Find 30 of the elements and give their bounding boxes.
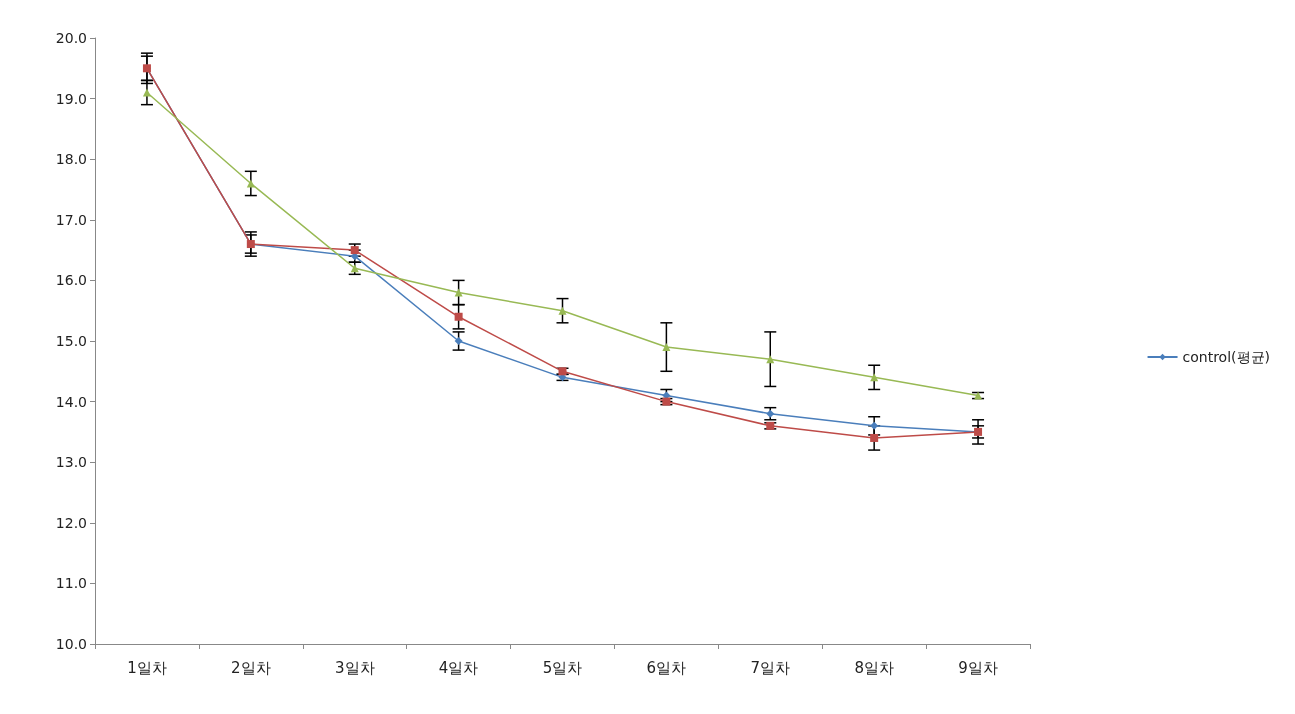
y-tick-label: 10.0	[55, 636, 87, 652]
y-tick-label: 16.0	[55, 272, 87, 289]
point	[662, 343, 671, 352]
x-tick-label: 9일차	[958, 658, 998, 677]
y-tick-label: 13.0	[55, 454, 87, 471]
y-tick-label: 12.0	[55, 514, 87, 531]
x-tick-label: 8일차	[854, 658, 894, 677]
y-tick-label: 19.0	[55, 90, 87, 107]
y-tick-label: 20.0	[55, 30, 87, 46]
point	[870, 421, 879, 430]
y-tick-label: 15.0	[55, 333, 87, 349]
point	[558, 306, 567, 315]
x-tick-label: 1일차	[127, 658, 167, 677]
x-tick-label: 4일차	[438, 658, 479, 677]
y-tick-label: 14.0	[55, 393, 87, 410]
point	[870, 433, 879, 442]
x-tick-label: 6일차	[646, 658, 687, 677]
point	[142, 88, 151, 97]
y-tick-label: 11.0	[55, 575, 87, 592]
x-tick-label: 5일차	[542, 658, 583, 677]
y-tick-label: 18.0	[55, 151, 87, 168]
point	[454, 288, 463, 297]
x-tick-label: 2일차	[231, 658, 271, 677]
x-tick-label: 3일차	[334, 658, 375, 677]
x-tick-label: 7일차	[750, 658, 791, 677]
point	[454, 312, 463, 321]
point	[454, 337, 463, 345]
legend-label: control(평균)	[1182, 349, 1270, 365]
point	[974, 391, 983, 400]
y-tick-label: 17.0	[55, 211, 87, 228]
